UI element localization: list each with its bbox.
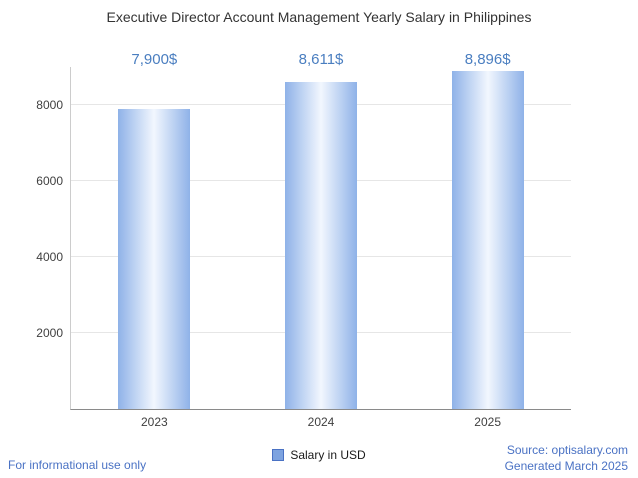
y-axis-tick-label: 2000	[36, 326, 63, 340]
legend-label: Salary in USD	[290, 448, 366, 462]
x-axis-category-label: 2023	[140, 415, 168, 429]
x-axis-category-label: 2024	[307, 415, 335, 429]
y-axis-tick-label: 4000	[36, 250, 63, 264]
bar-2023	[118, 108, 191, 409]
chart-title: Executive Director Account Management Ye…	[106, 9, 532, 25]
disclaimer-text: For informational use only	[8, 458, 147, 472]
bar-value-label: 8,896$	[464, 51, 511, 68]
bar-2024	[285, 81, 357, 409]
y-axis-tick-label: 6000	[36, 174, 63, 188]
bar-2025	[451, 70, 524, 409]
source-block: Source: optisalary.com Generated March 2…	[505, 442, 628, 474]
source-text: Source: optisalary.com	[506, 442, 628, 457]
legend: Salary in USD	[0, 448, 638, 462]
legend-swatch-icon	[272, 449, 285, 461]
plot-area: 2000 4000 6000 8000 7,900$ 2023 8,611$ 2024 8,89…	[36, 51, 571, 429]
bar-value-label: 8,611$	[298, 51, 344, 68]
x-axis-category-label: 2025	[474, 415, 501, 429]
bar-value-label: 7,900$	[131, 51, 178, 68]
y-axis-tick-label: 8000	[36, 98, 63, 112]
generated-text: Generated March 2025	[504, 458, 628, 473]
